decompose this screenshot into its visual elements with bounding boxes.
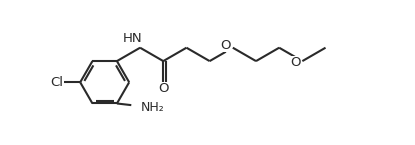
Text: HN: HN (123, 32, 143, 45)
Text: O: O (290, 56, 300, 69)
Text: Cl: Cl (50, 76, 63, 89)
Text: O: O (221, 39, 231, 52)
Text: O: O (158, 82, 168, 95)
Text: NH₂: NH₂ (141, 101, 165, 114)
